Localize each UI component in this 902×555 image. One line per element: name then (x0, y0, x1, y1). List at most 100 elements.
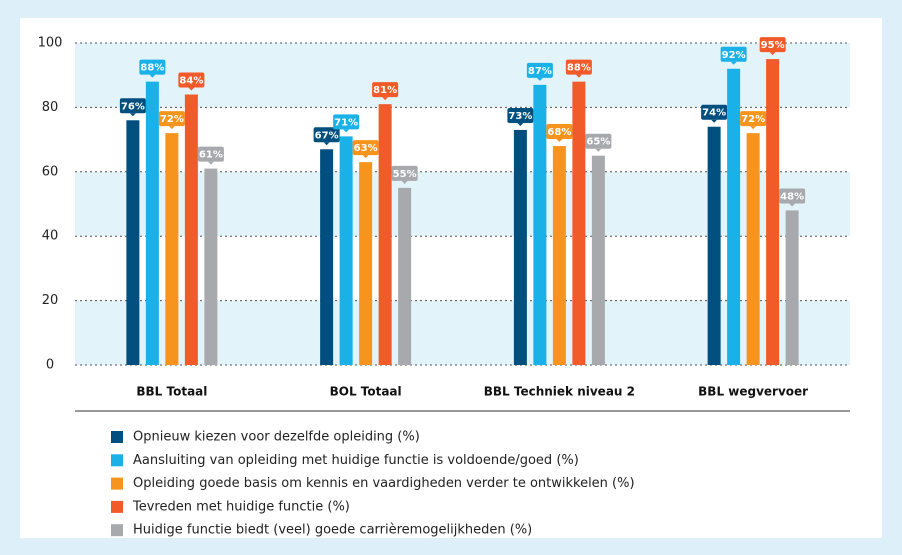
badge-pointer (575, 74, 582, 78)
badge-pointer (769, 52, 776, 56)
legend-swatch (111, 454, 123, 467)
legend-label: Opnieuw kiezen voor dezelfde opleiding (… (133, 430, 420, 445)
y-tick-label: 80 (42, 100, 59, 115)
legend-swatch (111, 500, 123, 513)
value-label: 63% (354, 143, 378, 154)
value-badge (565, 59, 592, 75)
value-badge (352, 140, 379, 156)
badge-pointer (323, 142, 330, 146)
band (75, 171, 850, 237)
badge-pointer (401, 180, 408, 184)
bar (398, 187, 412, 365)
value-badge (158, 111, 185, 127)
x-tick-label: BBL Techniek niveau 2 (484, 385, 635, 399)
value-label: 72% (160, 114, 184, 125)
value-label: 65% (586, 137, 610, 148)
value-badge (178, 72, 205, 88)
value-badge (197, 146, 224, 162)
x-tick-label: BBL wegvervoer (698, 385, 808, 399)
badge-pointer (517, 122, 524, 126)
badge-pointer (595, 148, 602, 152)
x-tick-label: BOL Totaal (330, 385, 402, 399)
value-label: 84% (179, 76, 203, 87)
bar (552, 146, 566, 365)
y-tick-label: 40 (42, 229, 59, 244)
badge-pointer (536, 77, 543, 81)
value-label: 76% (121, 101, 145, 112)
value-badge (139, 59, 166, 75)
value-badge (779, 188, 806, 204)
value-label: 87% (528, 66, 552, 77)
badge-pointer (711, 119, 718, 123)
value-label: 92% (722, 50, 746, 61)
value-badge (333, 114, 360, 130)
legend-swatch (111, 477, 123, 490)
value-label: 73% (508, 111, 532, 122)
badge-pointer (188, 87, 195, 91)
y-tick-label: 0 (46, 358, 54, 373)
bar (572, 81, 586, 365)
value-label: 81% (373, 85, 397, 96)
bar (145, 81, 159, 365)
bar (591, 155, 605, 365)
x-tick-label: BBL Totaal (136, 385, 207, 399)
bar (165, 133, 179, 365)
bar (707, 126, 721, 365)
value-label: 88% (567, 63, 591, 74)
legend-label: Opleiding goede basis om kennis en vaard… (133, 476, 635, 491)
value-label: 61% (199, 150, 223, 161)
badge-pointer (129, 113, 136, 117)
bar (359, 162, 373, 365)
y-tick-label: 100 (38, 36, 63, 51)
value-badge (391, 165, 418, 181)
bar (785, 210, 799, 365)
legend-label: Huidige functie biedt (veel) goede carri… (133, 523, 532, 538)
badge-pointer (362, 155, 369, 159)
value-label: 74% (702, 108, 726, 119)
value-label: 68% (547, 127, 571, 138)
value-badge (546, 124, 573, 140)
badge-pointer (149, 74, 156, 78)
badge-pointer (207, 161, 214, 165)
legend-swatch (111, 431, 123, 443)
value-badge (313, 127, 340, 143)
value-label: 48% (780, 191, 804, 202)
value-badge (526, 62, 553, 78)
y-tick-label: 20 (42, 293, 59, 308)
bar (766, 59, 780, 365)
legend-swatch (111, 524, 123, 537)
legend-label: Aansluiting van opleiding met huidige fu… (133, 453, 579, 468)
value-badge (720, 46, 747, 62)
bar (378, 104, 392, 366)
bar (126, 120, 140, 365)
bar (320, 149, 334, 365)
badge-pointer (730, 61, 737, 65)
badge-pointer (382, 97, 389, 101)
badge-pointer (343, 129, 350, 133)
value-label: 71% (334, 117, 358, 128)
badge-pointer (789, 203, 796, 207)
badge-pointer (556, 139, 563, 143)
value-badge (119, 98, 146, 114)
value-badge (701, 104, 728, 120)
bar (727, 68, 741, 365)
bar (533, 84, 547, 366)
bar (513, 129, 527, 365)
y-tick-label: 60 (42, 164, 59, 179)
badge-pointer (168, 126, 175, 130)
value-label: 88% (140, 63, 164, 74)
value-badge (585, 133, 612, 149)
bar (339, 136, 353, 365)
value-badge (372, 82, 399, 98)
bar (184, 94, 198, 366)
value-label: 67% (315, 130, 339, 141)
value-badge (740, 111, 767, 127)
band (75, 300, 850, 365)
bar (204, 168, 218, 365)
legend-label: Tevreden met huidige functie (%) (132, 499, 350, 514)
badge-pointer (750, 126, 757, 130)
value-badge (759, 37, 786, 53)
bar (746, 133, 760, 365)
value-label: 95% (761, 40, 785, 51)
